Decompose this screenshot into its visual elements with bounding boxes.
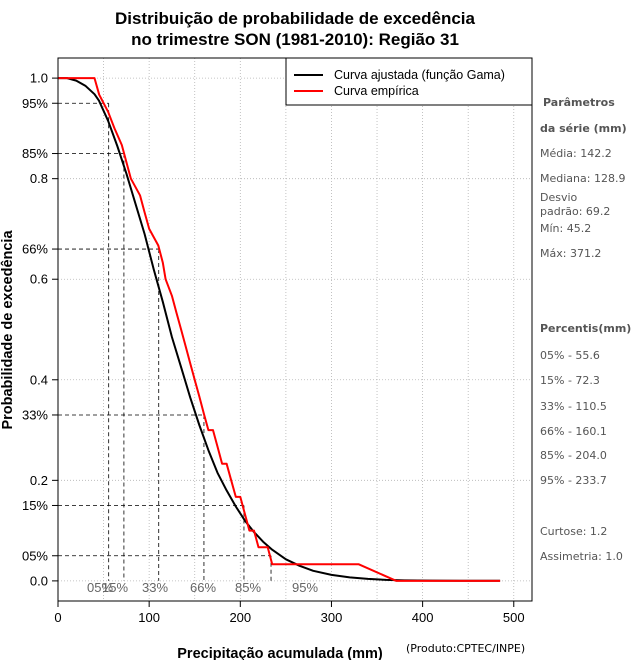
credit-text: (Produto:CPTEC/INPE) — [406, 642, 526, 655]
legend-label-empirical: Curva empírica — [334, 84, 419, 98]
legend-label-fitted: Curva ajustada (função Gama) — [334, 68, 505, 82]
fitted-curve-line — [58, 77, 501, 582]
y-tick-label: 33% — [22, 407, 48, 422]
x-tick-label: 400 — [412, 610, 434, 625]
y-tick-label: 85% — [22, 146, 48, 161]
stat-media: Média: 142.2 — [540, 147, 612, 160]
y-axis-label: Probabilidade de excedência — [0, 230, 16, 430]
legend-box — [285, 57, 533, 106]
y-tick-label: 05% — [22, 548, 48, 563]
chart-title: Distribuição de probabilidade de excedên… — [60, 8, 530, 50]
percentile-05: 05% - 55.6 — [540, 349, 600, 362]
percentile-labels: 05%15% 33% 66% 85% 95% — [87, 580, 318, 595]
params-title-1: Parâmetros — [543, 96, 615, 109]
stat-max: Máx: 371.2 — [540, 247, 602, 260]
params-title-2: da série (mm) — [540, 122, 627, 135]
percentis-title: Percentis(mm) — [540, 322, 632, 335]
chart-title-line-1: Distribuição de probabilidade de excedên… — [115, 9, 475, 28]
x-tick-label: 100 — [138, 610, 160, 625]
y-tick-label: 0.2 — [30, 473, 48, 488]
y-tick-label: 95% — [22, 96, 48, 111]
x-tick-label: 500 — [503, 610, 525, 625]
stat-desvio-1: Desvio — [540, 191, 578, 204]
plot-frame — [57, 57, 533, 602]
percentile-label: 85% — [235, 580, 261, 595]
stat-assimetria: Assimetria: 1.0 — [540, 550, 623, 563]
y-tick-label: 1.0 — [30, 71, 48, 86]
stat-min: Mín: 45.2 — [540, 222, 592, 235]
y-tick-label: 66% — [22, 242, 48, 257]
x-tick-label: 0 — [54, 610, 61, 625]
percentile-guides — [58, 102, 272, 581]
x-tick-label: 200 — [229, 610, 251, 625]
stat-curtose: Curtose: 1.2 — [540, 525, 608, 538]
series-group — [58, 77, 501, 582]
percentile-label: 33% — [142, 580, 168, 595]
empirical-curve-line — [58, 77, 501, 582]
percentile-33: 33% - 110.5 — [540, 400, 607, 413]
y-tick-label: 0.8 — [30, 171, 48, 186]
axes: 0 100 200 300 400 5000.005%15%0.233%0.40.666%… — [22, 71, 525, 625]
y-tick-label: 0.0 — [30, 573, 48, 588]
percentile-66: 66% - 160.1 — [540, 425, 607, 438]
y-tick-label: 0.4 — [30, 372, 48, 387]
percentile-15: 15% - 72.3 — [540, 374, 600, 387]
chart-title-line-2: no trimestre SON (1981-2010): Região 31 — [131, 30, 459, 49]
x-tick-label: 300 — [321, 610, 343, 625]
percentile-label: 95% — [292, 580, 318, 595]
percentile-label: 66% — [190, 580, 216, 595]
percentile-label: 05% — [87, 580, 113, 595]
y-tick-label: 0.6 — [30, 272, 48, 287]
percentile-95: 95% - 233.7 — [540, 474, 607, 487]
percentile-label: 15% — [102, 580, 128, 595]
stat-mediana: Mediana: 128.9 — [540, 172, 626, 185]
grid — [58, 58, 532, 601]
percentile-85: 85% - 204.0 — [540, 449, 607, 462]
legend: Curva ajustada (função Gama) Curva empír… — [285, 57, 533, 106]
y-tick-label: 15% — [22, 498, 48, 513]
x-axis-label: Precipitação acumulada (mm) — [177, 646, 383, 660]
stat-desvio-2: padrão: 69.2 — [540, 205, 611, 218]
